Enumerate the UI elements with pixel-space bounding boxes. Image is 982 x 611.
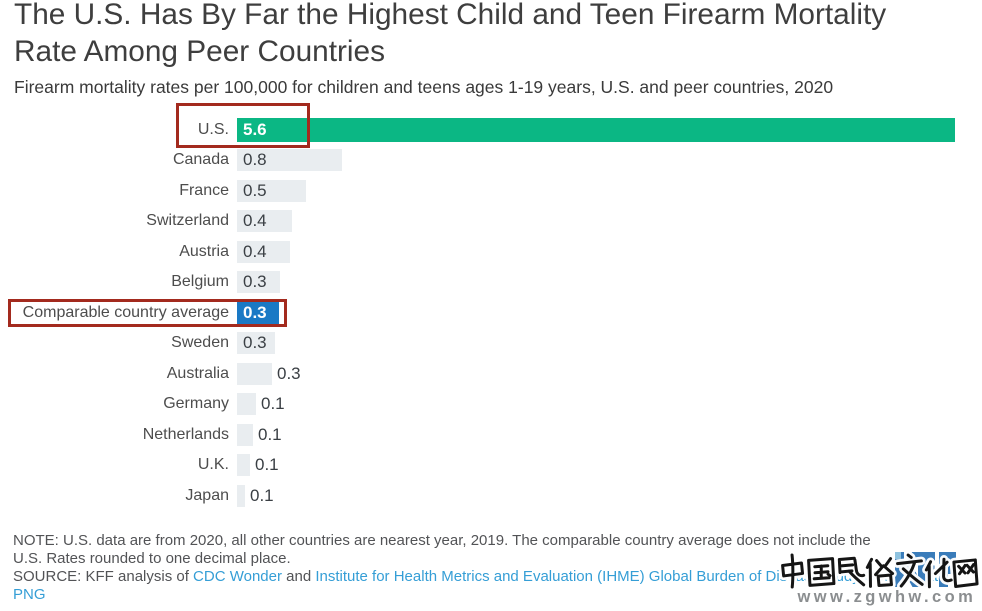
svg-text:www.zgwhw.com: www.zgwhw.com — [797, 588, 977, 606]
